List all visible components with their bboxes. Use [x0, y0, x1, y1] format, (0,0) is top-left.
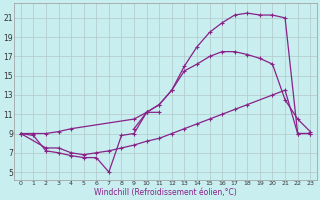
X-axis label: Windchill (Refroidissement éolien,°C): Windchill (Refroidissement éolien,°C): [94, 188, 237, 197]
